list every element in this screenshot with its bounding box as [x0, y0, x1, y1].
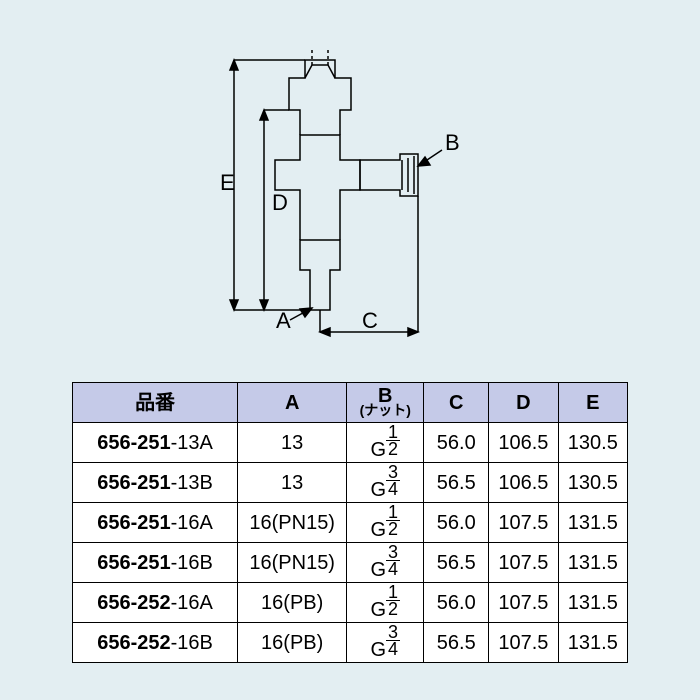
cell-a: 16(PB) — [238, 623, 347, 663]
table-header-row: 品番 A B (ナット) C D E — [73, 383, 628, 423]
cell-a: 13 — [238, 463, 347, 503]
page: E D A B C 品番 A B (ナット) C D E — [0, 0, 700, 700]
cell-b: G34 — [347, 623, 424, 663]
cell-c: 56.0 — [424, 503, 489, 543]
cell-a: 13 — [238, 423, 347, 463]
spec-table-wrapper: 品番 A B (ナット) C D E 656-251-13A13G1256.01… — [72, 382, 628, 663]
cell-d: 107.5 — [489, 543, 558, 583]
table-row: 656-251-13B13G3456.5106.5130.5 — [73, 463, 628, 503]
cell-e: 131.5 — [558, 543, 627, 583]
col-product: 品番 — [73, 383, 238, 423]
cell-e: 130.5 — [558, 423, 627, 463]
dim-label-b: B — [445, 130, 460, 155]
cell-e: 131.5 — [558, 623, 627, 663]
cell-a: 16(PN15) — [238, 543, 347, 583]
cell-e: 131.5 — [558, 503, 627, 543]
dim-label-d: D — [272, 190, 288, 215]
cell-product: 656-252-16B — [73, 623, 238, 663]
diagram-svg: E D A B C — [190, 40, 490, 340]
cell-e: 130.5 — [558, 463, 627, 503]
table-row: 656-252-16B16(PB)G3456.5107.5131.5 — [73, 623, 628, 663]
cell-a: 16(PN15) — [238, 503, 347, 543]
col-c: C — [424, 383, 489, 423]
cell-product: 656-252-16A — [73, 583, 238, 623]
cell-d: 107.5 — [489, 623, 558, 663]
cell-e: 131.5 — [558, 583, 627, 623]
table-row: 656-252-16A16(PB)G1256.0107.5131.5 — [73, 583, 628, 623]
cell-c: 56.0 — [424, 583, 489, 623]
cell-product: 656-251-13A — [73, 423, 238, 463]
table-row: 656-251-16B16(PN15)G3456.5107.5131.5 — [73, 543, 628, 583]
col-b: B (ナット) — [347, 383, 424, 423]
cell-product: 656-251-13B — [73, 463, 238, 503]
table-row: 656-251-13A13G1256.0106.5130.5 — [73, 423, 628, 463]
cell-d: 106.5 — [489, 423, 558, 463]
table-row: 656-251-16A16(PN15)G1256.0107.5131.5 — [73, 503, 628, 543]
col-b-sublabel: (ナット) — [351, 404, 419, 417]
cell-c: 56.5 — [424, 543, 489, 583]
cell-d: 107.5 — [489, 503, 558, 543]
col-d: D — [489, 383, 558, 423]
col-a: A — [238, 383, 347, 423]
cell-c: 56.5 — [424, 463, 489, 503]
spec-table: 品番 A B (ナット) C D E 656-251-13A13G1256.01… — [72, 382, 628, 663]
cell-d: 107.5 — [489, 583, 558, 623]
cell-d: 106.5 — [489, 463, 558, 503]
technical-diagram: E D A B C — [190, 40, 490, 340]
dim-label-c: C — [362, 308, 378, 333]
dim-label-e: E — [220, 170, 235, 195]
cell-b: G12 — [347, 423, 424, 463]
dim-label-a: A — [276, 308, 291, 333]
cell-a: 16(PB) — [238, 583, 347, 623]
cell-c: 56.0 — [424, 423, 489, 463]
col-e: E — [558, 383, 627, 423]
cell-b: G34 — [347, 463, 424, 503]
cell-product: 656-251-16B — [73, 543, 238, 583]
cell-b: G34 — [347, 543, 424, 583]
table-body: 656-251-13A13G1256.0106.5130.5656-251-13… — [73, 423, 628, 663]
cell-b: G12 — [347, 503, 424, 543]
cell-product: 656-251-16A — [73, 503, 238, 543]
cell-c: 56.5 — [424, 623, 489, 663]
cell-b: G12 — [347, 583, 424, 623]
